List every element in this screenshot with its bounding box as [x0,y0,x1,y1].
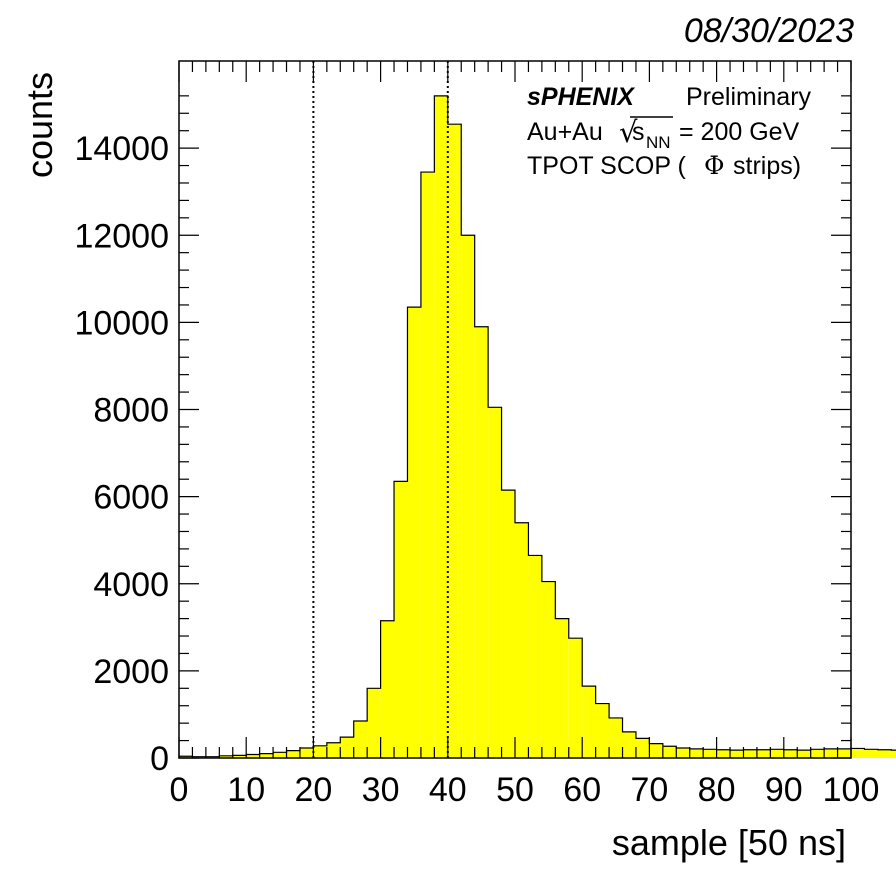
x-axis-ticks: 0 10 20 30 40 50 60 70 80 90 100 [170,61,880,809]
status-label: Preliminary [686,83,812,111]
histogram-bin [259,753,274,758]
energy-value: = 200 GeV [679,118,800,146]
x-tick-label: 80 [698,771,736,809]
histogram-bin [501,490,515,758]
histogram-bin [649,743,663,758]
histogram-bin [824,748,838,758]
histogram-bin [313,745,327,758]
detector-label: TPOT SCOP ( [527,152,687,180]
y-tick-label: 8000 [93,392,169,430]
histogram-bin [488,407,502,758]
window-lines [312,61,449,758]
histogram-bin [515,522,529,758]
histogram-bin [273,752,287,758]
histogram-bin [232,755,247,758]
y-tick-label: 4000 [93,566,169,604]
histogram-bin [851,748,865,758]
histogram-bin [340,737,354,758]
histogram-bin [703,749,717,758]
histogram-bin [367,688,381,758]
x-tick-label: 40 [429,771,467,809]
y-axis-label: counts [19,72,60,178]
histogram-bin [756,749,771,758]
x-axis-label: sample [50 ns] [612,822,846,863]
histogram-outline [178,95,896,758]
x-tick-label: 50 [496,771,534,809]
histogram-bin [730,750,744,758]
y-tick-label: 6000 [93,479,169,517]
histogram-bin [797,750,811,758]
histogram-bin [837,748,851,758]
histogram-bin [541,581,556,758]
y-axis-ticks: 0 2000 4000 6000 8000 10000 12000 14000 [74,95,851,778]
histogram-step-line [178,95,896,758]
histogram-bin [299,747,314,758]
plot-frame [178,60,852,759]
y-tick-label: 14000 [74,130,169,168]
histogram-bin [326,742,341,758]
y-tick-label: 0 [150,740,169,778]
histogram-bin [582,686,596,758]
histogram-bin [179,756,193,758]
histogram-bin [394,481,408,758]
histogram-bin [447,124,462,758]
x-tick-label: 90 [765,771,803,809]
histogram-bin [891,750,896,758]
histogram-bin [676,747,690,758]
x-tick-label: 60 [563,771,601,809]
x-tick-label: 100 [823,771,880,809]
histogram-bin [474,326,489,758]
histogram-bin [461,235,475,758]
histogram-bin [420,172,435,759]
annotation-block: sPHENIX Preliminary Au+Au √ s NN = 200 G… [527,83,812,180]
histogram-bin [864,749,878,758]
histogram-bin [380,620,395,758]
histogram-bin [689,748,704,758]
energy-variable: s [632,118,645,146]
histogram-bin [555,618,569,758]
x-tick-label: 20 [294,771,332,809]
histogram-bin [622,731,636,758]
histogram-bin [568,638,583,758]
energy-subscript: NN [646,133,671,152]
detector-tail: strips) [733,152,801,180]
histogram-bin [770,749,784,758]
histogram-bin [783,749,798,758]
phi-symbol: Φ [704,151,725,180]
date-stamp: 08/30/2023 [683,12,854,50]
x-tick-label: 10 [227,771,265,809]
y-tick-label: 12000 [74,217,169,255]
histogram-bin [635,738,650,758]
histogram-bin [246,754,260,758]
histogram-bin [286,750,300,758]
histogram-bin [353,720,368,758]
y-tick-label: 2000 [93,653,169,691]
histogram-bin [716,749,731,758]
y-tick-label: 10000 [74,304,169,342]
histogram-bin [595,703,610,758]
x-tick-label: 0 [170,771,189,809]
histogram-bin [810,749,825,758]
histogram-bin [528,555,542,758]
x-tick-label: 70 [630,771,668,809]
x-tick-label: 30 [362,771,400,809]
histogram-bin [662,746,677,758]
histogram-bin [219,755,233,758]
histogram-bars [179,95,896,759]
sqrt-symbol: √ [619,115,638,149]
histogram-bin [434,95,448,759]
histogram-bin [743,749,757,758]
histogram-bin [609,717,623,758]
histogram-bin [877,749,892,758]
collision-label: Au+Au [527,118,603,146]
experiment-label: sPHENIX [527,83,635,111]
histogram-bin [407,307,421,758]
